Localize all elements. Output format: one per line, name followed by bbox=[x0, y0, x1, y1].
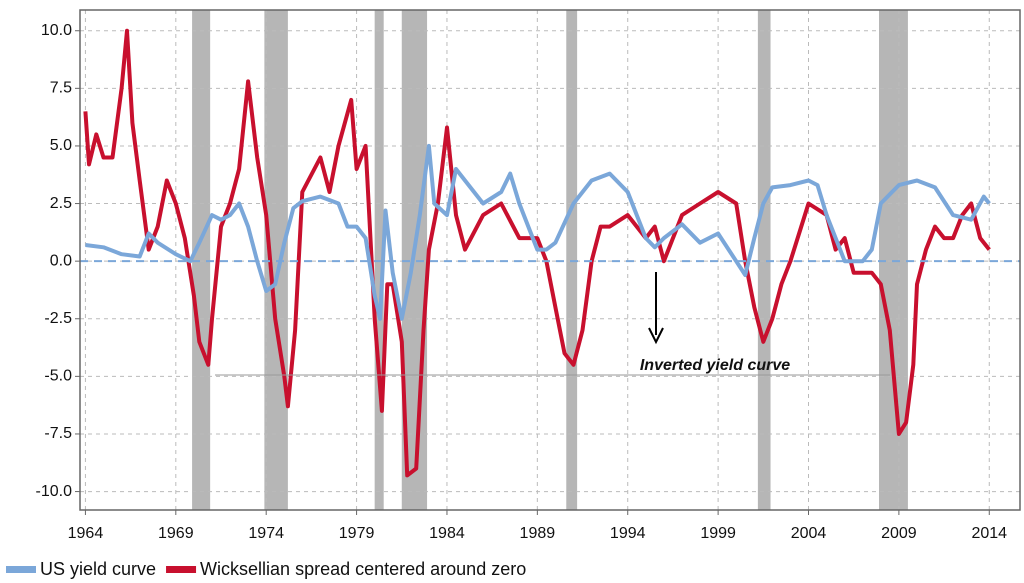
recession-band bbox=[374, 10, 384, 510]
y-tick-label: 2.5 bbox=[50, 195, 72, 212]
legend-label: US yield curve bbox=[40, 559, 156, 579]
x-tick-label: 2004 bbox=[791, 525, 827, 542]
annotation: Inverted yield curve bbox=[640, 357, 790, 374]
recession-band bbox=[264, 10, 288, 510]
y-tick-label: -5.0 bbox=[44, 368, 72, 385]
x-tick-label: 1964 bbox=[68, 525, 104, 542]
y-tick-label: 10.0 bbox=[41, 22, 72, 39]
x-tick-label: 1989 bbox=[520, 525, 556, 542]
x-tick-label: 1999 bbox=[700, 525, 736, 542]
legend-label: Wicksellian spread centered around zero bbox=[200, 559, 526, 579]
y-tick-label: 7.5 bbox=[50, 80, 72, 97]
annotation-arrowhead bbox=[648, 327, 664, 345]
plot-frame bbox=[79, 9, 1021, 511]
recession-band bbox=[192, 10, 211, 510]
x-tick-label: 1969 bbox=[158, 525, 194, 542]
y-tick-label: -10.0 bbox=[36, 483, 73, 500]
x-tick-label: 1974 bbox=[248, 525, 284, 542]
legend-swatch bbox=[6, 566, 36, 573]
series-line bbox=[83, 28, 991, 478]
x-tick-label: 1984 bbox=[429, 525, 465, 542]
x-tick-label: 1979 bbox=[339, 525, 375, 542]
y-tick-label: 0.0 bbox=[50, 252, 72, 269]
recession-band bbox=[757, 10, 771, 510]
y-tick-label: -2.5 bbox=[44, 310, 72, 327]
x-tick-label: 1994 bbox=[610, 525, 646, 542]
y-tick-label: -7.5 bbox=[44, 425, 72, 442]
recession-band bbox=[566, 10, 578, 510]
plot-layer bbox=[80, 10, 1020, 510]
legend-swatch bbox=[166, 566, 197, 573]
recession-band bbox=[879, 10, 908, 510]
y-tick-label: 5.0 bbox=[50, 137, 72, 154]
x-tick-label: 2009 bbox=[881, 525, 917, 542]
x-tick-label: 2014 bbox=[971, 525, 1007, 542]
series-line bbox=[85, 143, 991, 321]
